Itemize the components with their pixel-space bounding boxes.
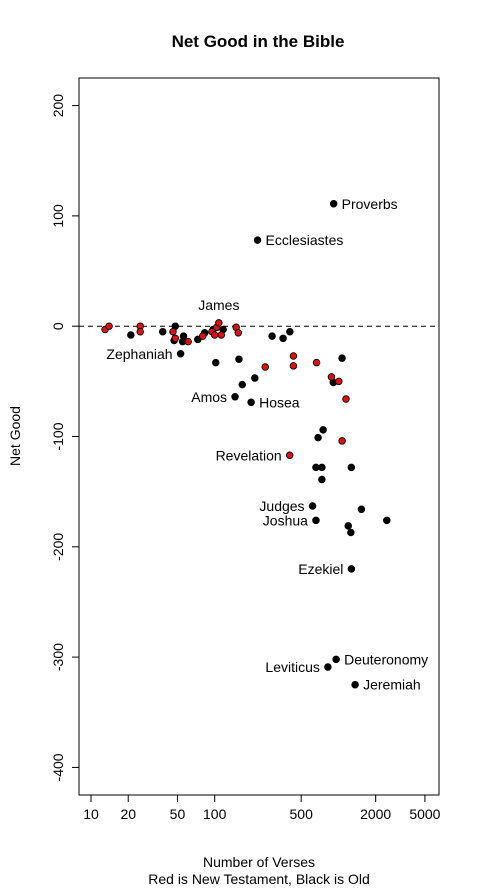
new-testament-point [336,378,343,385]
old-testament-point [339,355,346,362]
old-testament-point [180,333,187,340]
x-tick-label: 5000 [409,806,440,822]
x-axis-sublabel: Red is New Testament, Black is Old [148,871,370,887]
old-testament-point [212,359,219,366]
point-label: Jeremiah [363,677,421,693]
new-testament-point [290,363,297,370]
new-testament-point [235,330,242,337]
y-tick-label: -100 [50,422,66,450]
old-testament-point [325,664,332,671]
new-testament-point [290,353,297,360]
old-testament-point [345,523,352,530]
old-testament-point [128,332,135,339]
old-testament-point [320,427,327,434]
x-tick-label: 500 [290,806,314,822]
old-testament-point [287,328,294,335]
point-label: Hosea [259,394,300,410]
point-label: Joshua [263,512,308,528]
point-label: Ecclesiastes [266,232,344,248]
old-testament-point [232,393,239,400]
new-testament-point [185,338,192,345]
old-testament-point [248,399,255,406]
y-axis: 200 100 0 -100 -200 -300 -400 [50,94,79,782]
old-testament-point [330,200,337,207]
old-testament-point [348,529,355,536]
new-testament-point [216,320,223,327]
old-testament-point [280,335,287,342]
new-testament-point [211,332,218,339]
old-testament-point [315,434,322,441]
point-annotations: Proverbs Ecclesiastes James Zephaniah Amos Ho… [106,196,428,693]
point-label: Amos [191,389,227,405]
y-axis-label: Net Good [7,406,23,466]
y-tick-label: 100 [50,204,66,228]
old-testament-point [333,656,340,663]
old-testament-point [254,237,261,244]
y-tick-label: -200 [50,533,66,561]
x-tick-label: 50 [170,806,186,822]
x-tick-label: 2000 [360,806,391,822]
new-testament-point [218,332,225,339]
old-testament-point [252,375,259,382]
x-axis-label: Number of Verses [203,854,315,870]
new-testament-point [262,364,269,371]
x-tick-label: 20 [120,806,136,822]
new-testament-point [343,396,350,403]
y-tick-label: -300 [50,643,66,671]
old-testament-point [236,356,243,363]
old-testament-point [348,566,355,573]
old-testament-point [309,503,316,510]
old-testament-point [239,381,246,388]
point-label: Proverbs [342,196,398,212]
point-label: Deuteronomy [344,651,428,667]
old-testament-point [177,350,184,357]
old-testament-point [348,464,355,471]
y-tick-label: 0 [50,322,66,330]
new-testament-point [328,374,335,381]
y-tick-label: -400 [50,753,66,781]
x-axis: 10 20 50 100 500 2000 5000 [83,795,440,822]
new-testament-point [106,323,113,330]
new-testament-point [170,328,177,335]
old-testament-point [352,681,359,688]
old-testament-point [159,328,166,335]
chart-title: Net Good in the Bible [172,32,345,51]
old-testament-point [319,476,326,483]
new-testament-point [172,335,179,342]
x-tick-label: 10 [83,806,99,822]
point-label: Zephaniah [106,346,172,362]
old-testament-point [384,517,391,524]
old-testament-point [358,506,365,513]
point-label: Ezekiel [298,561,343,577]
point-label: Revelation [216,447,282,463]
old-testament-point [269,333,276,340]
x-tick-label: 100 [203,806,227,822]
old-testament-point [313,517,320,524]
point-label: Leviticus [265,659,319,675]
y-tick-label: 200 [50,94,66,118]
new-testament-point [286,452,293,459]
new-testament-point [199,333,206,340]
old-testament-point [319,464,326,471]
data-points [102,200,390,688]
new-testament-point [137,328,144,335]
point-label: James [198,297,239,313]
new-testament-point [313,359,320,366]
new-testament-point [339,438,346,445]
